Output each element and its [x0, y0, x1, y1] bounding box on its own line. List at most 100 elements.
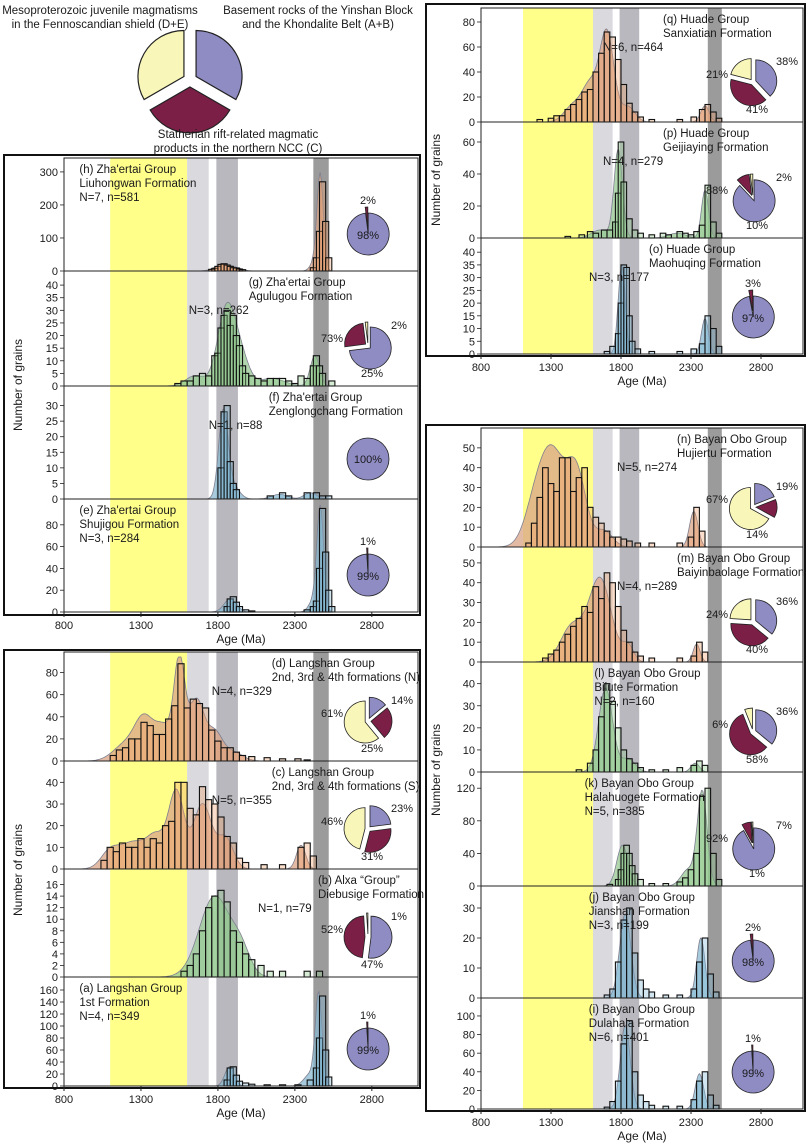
pie-label: 67% — [706, 494, 728, 506]
histogram-bar — [109, 754, 117, 762]
histogram-bar — [696, 760, 703, 773]
histogram-bar — [192, 814, 200, 870]
y-tick-label: 40 — [46, 563, 58, 575]
y-tick-label: 100 — [40, 1021, 58, 1033]
histogram-bar — [603, 572, 611, 663]
y-tick-label: 14 — [46, 891, 58, 903]
pie-slice — [749, 173, 754, 196]
panel-title-line: N=5, n=355 — [212, 795, 272, 807]
panel-title-line: Agulugou Formation — [249, 291, 353, 303]
pie-slice — [730, 58, 752, 81]
histogram-bar — [235, 857, 244, 870]
panel-title-line: N=3, n=284 — [79, 533, 140, 545]
pie-slice — [731, 295, 775, 339]
y-tick-label: 10 — [463, 963, 475, 975]
y-tick-label: 20 — [46, 432, 58, 444]
histogram-bar — [634, 348, 642, 355]
histogram-bar — [214, 740, 222, 762]
pie-label: 1% — [749, 868, 765, 880]
band-mid-grey — [619, 662, 640, 772]
histogram-bar — [266, 970, 274, 978]
histogram-bar — [620, 181, 628, 239]
panel-title-line: N=6, n=401 — [589, 1032, 649, 1044]
histogram-bar — [581, 91, 588, 123]
histogram-bar — [205, 907, 213, 978]
histogram-bar — [676, 542, 684, 548]
histogram-bar — [690, 116, 698, 123]
band-light-grey — [187, 386, 209, 499]
pie-slice — [343, 700, 380, 744]
histogram-bar — [592, 749, 600, 773]
y-tick-label: 10 — [463, 745, 475, 757]
histogram-bar — [205, 799, 213, 870]
histogram-bar — [328, 380, 336, 387]
histogram-bar — [226, 747, 234, 762]
band-light-grey — [593, 772, 613, 886]
histogram-bar — [285, 380, 293, 387]
y-tick-label: 60 — [463, 137, 475, 149]
histogram-bar — [715, 232, 723, 239]
histogram-bar — [586, 88, 594, 123]
pie-slice — [343, 915, 366, 959]
panel-p: 0 20 40 60 (p) Huade Group Geijiaying Formati… — [463, 121, 804, 245]
histogram-bar — [229, 930, 237, 978]
pie-chart: 100% — [346, 437, 390, 481]
pie-slice — [749, 933, 754, 956]
histogram-bar — [297, 846, 305, 870]
y-tick-label: 60 — [46, 542, 58, 554]
panel-title-line: Hujiertu Formation — [677, 448, 772, 460]
histogram-bar — [698, 224, 706, 239]
pie-slice — [346, 437, 390, 481]
histogram-bar — [631, 873, 639, 887]
y-tick-label: 5 — [52, 368, 58, 380]
histogram-bar — [631, 651, 639, 663]
x-tick-label: 1300 — [129, 1094, 153, 1106]
y-axis-label: Number of grains — [429, 724, 443, 816]
histogram-bar — [690, 1099, 698, 1110]
band-mid-grey — [216, 499, 238, 612]
y-tick-label: 40 — [46, 712, 58, 724]
histogram-bar — [600, 229, 608, 239]
y-tick-label: 25 — [46, 318, 58, 330]
y-tick-label: 5 — [52, 478, 58, 490]
x-tick-label: 1300 — [539, 362, 563, 374]
y-tick-label: 140 — [40, 997, 58, 1009]
legend-label-a-b: and the Khondalite Belt (A+B) — [242, 19, 394, 31]
histogram-bar — [248, 756, 256, 762]
y-tick-label: 10 — [46, 914, 58, 926]
y-tick-label: 20 — [463, 201, 475, 213]
histogram-bar — [712, 1104, 720, 1110]
y-tick-label: 60 — [463, 42, 475, 54]
pie-slice — [348, 326, 392, 370]
y-tick-label: 0 — [52, 756, 58, 768]
y-tick-label: 6 — [52, 937, 58, 949]
y-tick-label: 80 — [463, 1030, 475, 1042]
pie-chart: 2% 98% — [731, 922, 775, 983]
panel-title-line: Baiyinbaolage Formation — [677, 567, 804, 579]
pie-label: 38% — [776, 56, 798, 68]
band-dark-grey — [707, 998, 722, 1109]
histogram-bar — [715, 345, 723, 355]
histogram-bar — [710, 111, 717, 123]
y-tick-label: 120 — [457, 783, 475, 795]
panel-title-line: (l) Bayan Obo Group — [594, 668, 700, 680]
band-yellow — [110, 158, 188, 271]
panel-title-line: (p) Huade Group — [663, 128, 749, 140]
histogram-bar — [609, 582, 616, 663]
histogram-bar — [642, 1101, 650, 1110]
panel-title-line: (q) Huade Group — [663, 14, 749, 26]
histogram-bar — [598, 598, 605, 663]
histogram-bar — [626, 641, 633, 663]
pie-chart: 36% 40% 24% — [706, 596, 798, 656]
y-tick-label: 20 — [463, 502, 475, 514]
histogram-bar — [690, 764, 698, 773]
pie-slice — [741, 821, 753, 844]
histogram-bar — [575, 617, 583, 663]
band-dark-grey — [313, 869, 329, 977]
histogram-bar — [609, 1101, 616, 1110]
panel-l: 0 10 20 30 40 (l) Bayan Obo Group Bilute Forma… — [463, 661, 804, 779]
histogram-bar — [168, 820, 176, 870]
panel-title-line: N=3, n=199 — [589, 920, 649, 932]
